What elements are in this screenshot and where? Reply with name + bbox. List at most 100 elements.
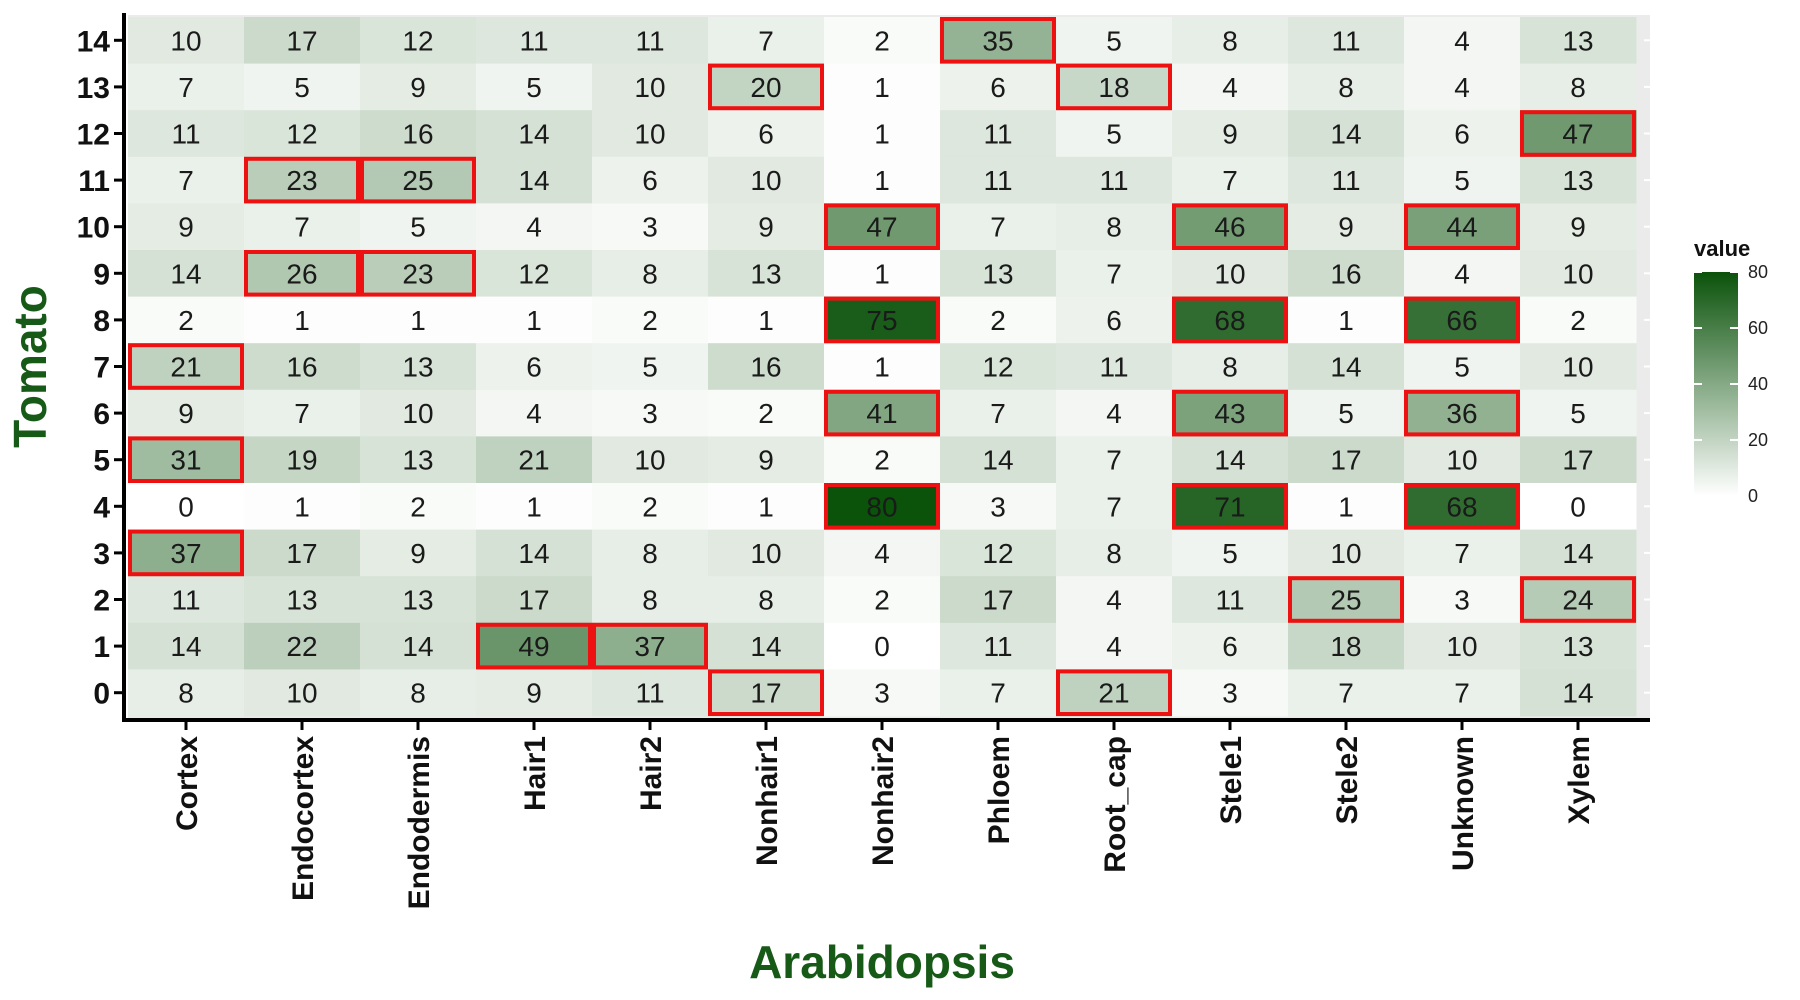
heatmap-cell	[476, 17, 593, 65]
heatmap-cell	[1520, 203, 1637, 251]
cell-value-label: 9	[178, 212, 194, 243]
cell-value-label: 2	[874, 585, 890, 616]
heatmap-cell	[360, 110, 477, 158]
heatmap-cell	[244, 483, 361, 531]
x-tick-label: Unknown	[1447, 736, 1480, 871]
cell-value-label: 25	[402, 165, 433, 196]
heatmap-cell	[360, 483, 477, 531]
heatmap-cell	[128, 529, 245, 577]
heatmap-cell	[360, 63, 477, 111]
cell-value-label: 5	[526, 72, 542, 103]
cell-value-label: 14	[1330, 119, 1361, 150]
cell-value-label: 47	[1562, 119, 1593, 150]
cell-value-label: 31	[170, 445, 201, 476]
legend-tick-label: 20	[1748, 430, 1768, 450]
cell-value-label: 1	[410, 305, 426, 336]
heatmap-cell	[244, 436, 361, 484]
heatmap-cell	[1056, 622, 1173, 670]
cell-value-label: 12	[982, 352, 1013, 383]
heatmap-cell	[940, 296, 1057, 344]
heatmap-cell	[244, 17, 361, 65]
cell-value-label: 7	[1454, 678, 1470, 709]
heatmap-cell	[1520, 389, 1637, 437]
cell-value-label: 16	[1330, 258, 1361, 289]
heatmap-cell	[1056, 389, 1173, 437]
cell-value-label: 14	[1562, 538, 1593, 569]
heatmap-cell	[824, 622, 941, 670]
heatmap-cell	[940, 389, 1057, 437]
heatmap-cell	[1404, 529, 1521, 577]
cell-value-label: 4	[874, 538, 890, 569]
cell-value-label: 7	[1106, 258, 1122, 289]
heatmap-cell	[360, 529, 477, 577]
cell-value-label: 1	[1338, 491, 1354, 522]
cell-value-label: 3	[1454, 585, 1470, 616]
heatmap-cell	[1172, 156, 1289, 204]
heatmap-cell	[824, 343, 941, 391]
cell-value-label: 10	[634, 119, 665, 150]
heatmap-cell	[940, 110, 1057, 158]
cell-value-label: 2	[410, 491, 426, 522]
cell-value-label: 5	[294, 72, 310, 103]
heatmap-cell	[1288, 156, 1405, 204]
cell-value-label: 14	[982, 445, 1013, 476]
cell-value-label: 11	[635, 25, 664, 56]
heatmap-cell-labels: 10 17 12 11 11 7 2 35 5 8 11 4 137 5 9 5 10 20 1 6 18 4 8 4 811 1…	[170, 25, 1593, 708]
heatmap-cell	[1172, 203, 1289, 251]
highlight-box	[708, 63, 824, 111]
highlight-box	[708, 669, 824, 717]
cell-value-label: 5	[1338, 398, 1354, 429]
cell-value-label: 22	[286, 631, 317, 662]
cell-value-label: 26	[286, 258, 317, 289]
cell-value-label: 16	[286, 352, 317, 383]
cell-value-label: 5	[1454, 352, 1470, 383]
heatmap-cell	[128, 203, 245, 251]
y-tick-label: 9	[93, 258, 110, 291]
cell-value-label: 13	[1562, 165, 1593, 196]
heatmap-cell	[1404, 156, 1521, 204]
highlight-box	[824, 203, 940, 250]
highlight-box	[1404, 296, 1520, 344]
cell-value-label: 20	[750, 72, 781, 103]
heatmap-cell	[476, 296, 593, 344]
cell-value-label: 37	[170, 538, 201, 569]
cell-value-label: 3	[642, 398, 658, 429]
heatmap-cell	[360, 389, 477, 437]
heatmap-cell	[360, 576, 477, 624]
cell-value-label: 3	[642, 212, 658, 243]
heatmap-cell	[1172, 576, 1289, 624]
heatmap-cell	[360, 343, 477, 391]
cell-value-label: 8	[1106, 212, 1122, 243]
cell-value-label: 9	[758, 445, 774, 476]
heatmap-cell	[592, 250, 709, 298]
heatmap-cell	[1056, 250, 1173, 298]
heatmap-cell	[708, 622, 825, 670]
heatmap-cell	[128, 250, 245, 298]
cell-value-label: 4	[1106, 631, 1122, 662]
cell-value-label: 44	[1446, 212, 1477, 243]
heatmap-cell	[128, 156, 245, 204]
heatmap-cell	[360, 17, 477, 65]
heatmap-cell	[1520, 483, 1637, 531]
heatmap-cell	[244, 343, 361, 391]
heatmap-cell	[1288, 436, 1405, 484]
heatmap-cell	[1520, 63, 1637, 111]
heatmap-cell	[244, 669, 361, 717]
heatmap-cell	[1056, 203, 1173, 251]
heatmap-cell	[708, 576, 825, 624]
cell-value-label: 11	[1099, 165, 1128, 196]
x-tick-label: Stele2	[1331, 736, 1364, 824]
heatmap-cell	[128, 296, 245, 344]
cell-value-label: 0	[178, 491, 194, 522]
heatmap-cell	[360, 250, 477, 298]
x-tick-label: Stele1	[1215, 736, 1248, 824]
cell-value-label: 11	[635, 678, 664, 709]
legend-tick-label: 0	[1748, 486, 1758, 506]
cell-value-label: 9	[1570, 212, 1586, 243]
heatmap-cell	[1520, 343, 1637, 391]
highlight-box	[244, 250, 360, 297]
heatmap-cell	[1404, 436, 1521, 484]
cell-value-label: 7	[294, 212, 310, 243]
heatmap-cell	[128, 110, 245, 158]
